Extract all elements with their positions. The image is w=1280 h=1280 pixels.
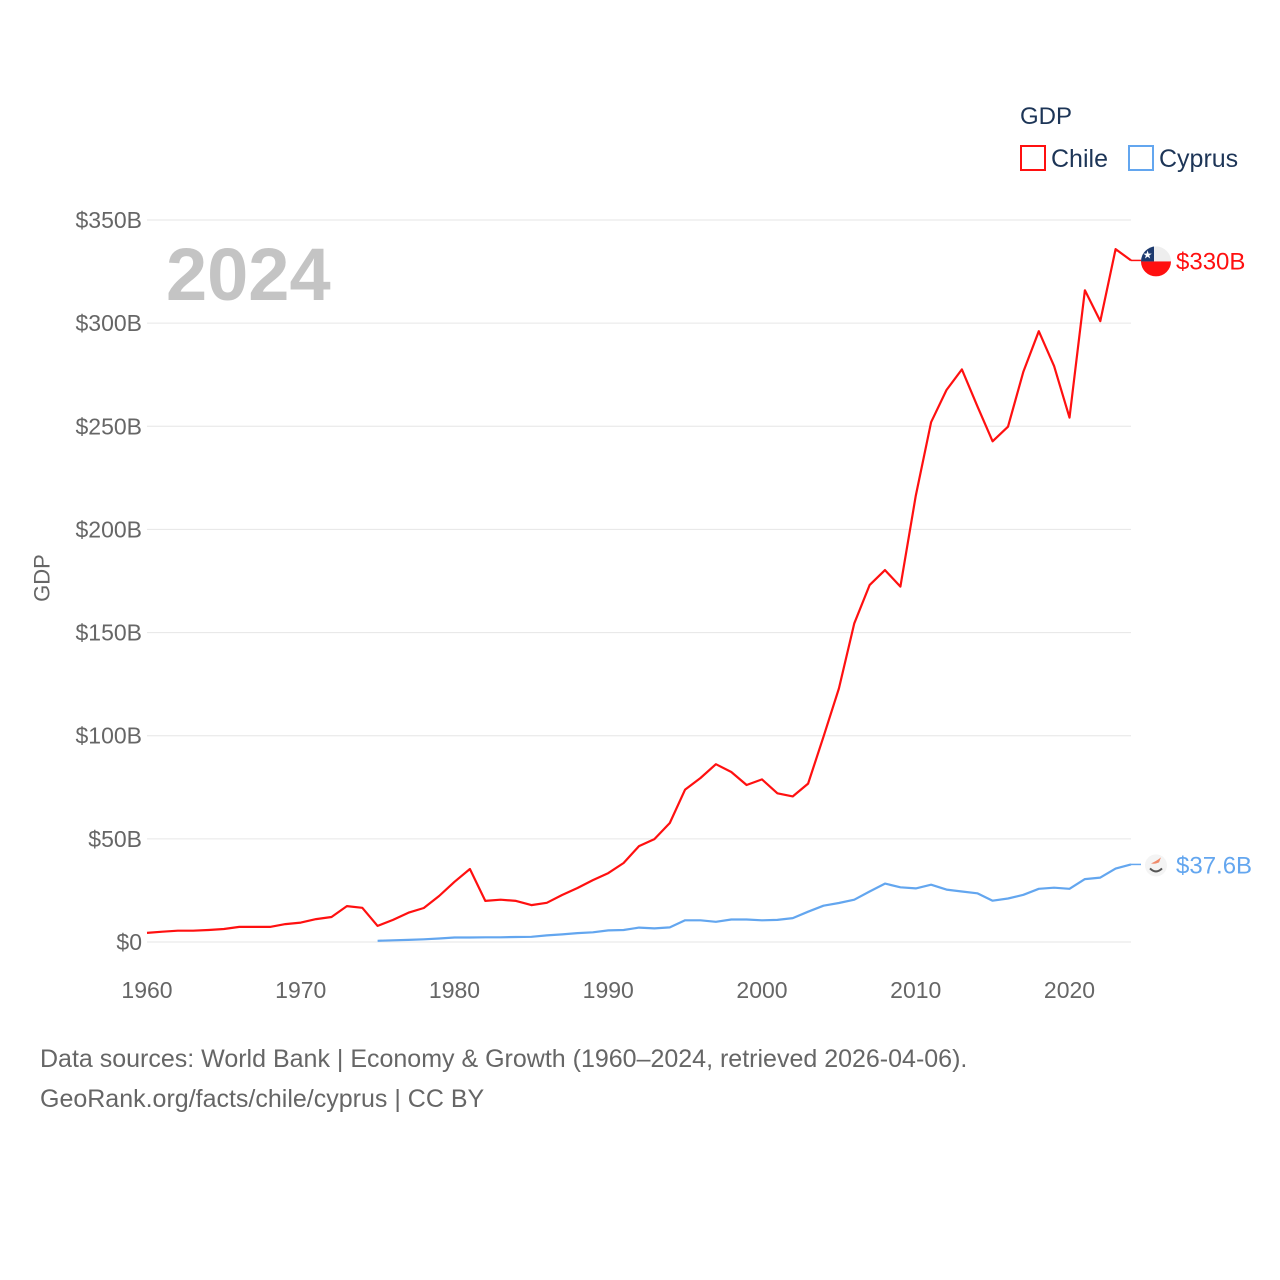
svg-text:★: ★ [1143, 249, 1153, 261]
y-tick-label: $150B [75, 620, 142, 646]
series-line-chile [146, 248, 1132, 934]
legend: GDP Chile Cyprus [1020, 103, 1238, 173]
chile-flag-icon: ★ [1141, 246, 1171, 277]
x-tick-label: 1990 [583, 977, 634, 1003]
legend-label-chile: Chile [1051, 145, 1108, 173]
legend-item-cyprus[interactable]: Cyprus [1128, 145, 1238, 173]
footer-credit: GeoRank.org/facts/chile/cyprus | CC BY [40, 1085, 485, 1113]
x-tick-label: 1980 [429, 977, 480, 1003]
end-value-label-chile: $330B [1176, 248, 1245, 275]
legend-title: GDP [1020, 103, 1072, 130]
y-axis-title: GDP [30, 554, 55, 602]
year-watermark: 2024 [166, 233, 331, 316]
y-axis-ticks: $0 $50B $100B $150B $200B $250B $300B $350B [75, 207, 142, 955]
x-tick-label: 2010 [890, 977, 941, 1003]
cyprus-flag-icon [1145, 854, 1167, 877]
y-tick-label: $300B [75, 310, 142, 336]
x-tick-label: 2020 [1044, 977, 1095, 1003]
y-tick-label: $350B [75, 207, 142, 233]
x-tick-label: 1960 [121, 977, 172, 1003]
end-value-label-cyprus: $37.6B [1176, 852, 1252, 879]
x-axis-ticks: 1960 1970 1980 1990 2000 2010 2020 [121, 977, 1095, 1003]
y-tick-label: $100B [75, 723, 142, 749]
end-labels: ★ $330B $37.6B [1131, 246, 1252, 879]
y-tick-label: $250B [75, 413, 142, 439]
gridlines [147, 219, 1131, 943]
gdp-line-chart: $0 $50B $100B $150B $200B $250B $300B $350B 196… [30, 103, 1253, 1003]
legend-swatch-chile [1020, 145, 1046, 171]
x-tick-label: 2000 [736, 977, 787, 1003]
y-tick-label: $50B [88, 826, 142, 852]
x-tick-label: 1970 [275, 977, 326, 1003]
legend-label-cyprus: Cyprus [1159, 145, 1238, 173]
footer-sources: Data sources: World Bank | Economy & Gro… [40, 1045, 968, 1073]
series-line-cyprus [377, 863, 1132, 942]
legend-swatch-cyprus [1128, 145, 1154, 171]
series-lines [146, 248, 1132, 942]
legend-item-chile[interactable]: Chile [1020, 145, 1108, 173]
y-tick-label: $200B [75, 516, 142, 542]
y-tick-label: $0 [116, 929, 142, 955]
